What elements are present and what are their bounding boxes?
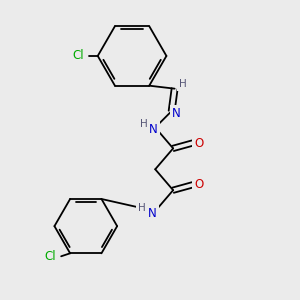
Text: Cl: Cl — [73, 50, 84, 62]
Text: Cl: Cl — [44, 250, 56, 263]
Text: H: H — [140, 119, 148, 130]
Text: N: N — [149, 123, 158, 136]
Text: N: N — [172, 107, 181, 120]
Text: O: O — [194, 178, 204, 191]
Text: N: N — [148, 207, 157, 220]
Text: O: O — [194, 136, 204, 149]
Text: H: H — [138, 203, 146, 213]
Text: H: H — [179, 79, 187, 89]
